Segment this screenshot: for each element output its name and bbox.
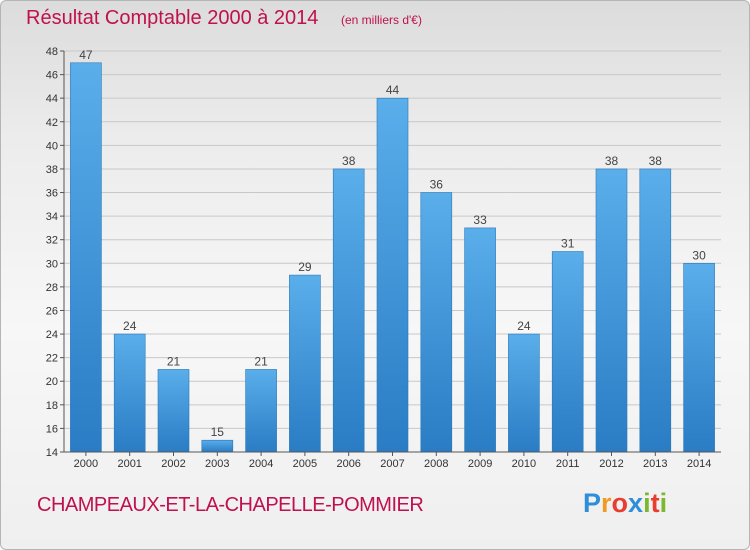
y-tick-label: 46 xyxy=(46,70,58,82)
y-tick-label: 26 xyxy=(46,305,58,317)
y-tick-label: 34 xyxy=(46,211,58,223)
x-tick-label: 2006 xyxy=(336,458,360,470)
logo-letter: i xyxy=(643,488,651,518)
bar-value-label: 36 xyxy=(430,178,444,192)
x-tick-label: 2001 xyxy=(117,458,141,470)
bar xyxy=(683,262,715,453)
logo-letter: i xyxy=(659,488,668,518)
bar-value-label: 31 xyxy=(561,237,575,251)
bar xyxy=(464,227,496,453)
y-tick-label: 16 xyxy=(46,423,58,435)
x-tick-label: 2010 xyxy=(512,458,536,470)
x-tick-label: 2014 xyxy=(687,458,711,470)
x-tick-label: 2004 xyxy=(249,458,273,470)
x-tick-label: 2012 xyxy=(599,458,623,470)
y-tick-label: 48 xyxy=(46,46,58,58)
bars: 47 24 21 15 21 29 38 44 36 33 24 31 38 38 30 xyxy=(70,48,715,453)
x-tick-label: 2009 xyxy=(468,458,492,470)
x-tick-label: 2000 xyxy=(74,458,98,470)
bar-value-label: 47 xyxy=(79,48,93,62)
y-tick-label: 40 xyxy=(46,140,58,152)
y-tick-label: 18 xyxy=(46,400,58,412)
bar-value-label: 21 xyxy=(254,354,268,368)
x-tick-label: 2011 xyxy=(556,458,580,470)
y-tick-label: 24 xyxy=(46,329,58,341)
axes: 14 16 18 20 22 24 26 28 30 32 34 36 38 40 42 44 46 48 2000… xyxy=(46,46,721,470)
bar-value-label: 44 xyxy=(386,83,400,97)
bar-value-label: 33 xyxy=(473,213,487,227)
bar-value-label: 15 xyxy=(211,425,225,439)
logo-letter: x xyxy=(628,488,644,518)
bar-value-label: 38 xyxy=(649,154,663,168)
bar xyxy=(332,168,365,453)
bar xyxy=(376,97,409,453)
y-tick-label: 20 xyxy=(46,376,58,388)
x-tick-label: 2013 xyxy=(643,458,667,470)
bar xyxy=(113,333,146,453)
bar-value-label: 30 xyxy=(692,248,706,262)
bar xyxy=(289,274,321,453)
bar xyxy=(639,168,672,453)
chart-title: Résultat Comptable 2000 à 2014 xyxy=(26,7,319,29)
logo-letter: P xyxy=(583,488,602,518)
y-tick-label: 28 xyxy=(46,282,58,294)
y-tick-label: 22 xyxy=(46,353,58,365)
x-tick-label: 2005 xyxy=(293,458,317,470)
bar xyxy=(157,369,190,453)
y-tick-label: 36 xyxy=(46,188,58,200)
logo-letter: r xyxy=(601,488,612,518)
y-tick-label: 44 xyxy=(46,93,58,105)
bar-value-label: 24 xyxy=(123,319,137,333)
bar xyxy=(508,333,540,453)
bar xyxy=(201,439,234,453)
commune-name: CHAMPEAUX-ET-LA-CHAPELLE-POMMIER xyxy=(37,494,424,516)
bar-value-label: 38 xyxy=(605,154,619,168)
y-tick-label: 14 xyxy=(46,447,58,459)
x-tick-label: 2008 xyxy=(424,458,448,470)
bar-value-label: 21 xyxy=(167,354,181,368)
y-tick-label: 38 xyxy=(46,164,58,176)
bar-value-label: 29 xyxy=(298,260,312,274)
x-tick-label: 2002 xyxy=(161,458,185,470)
chart-subtitle: (en milliers d'€) xyxy=(341,13,422,27)
y-tick-label: 42 xyxy=(46,117,58,129)
bar xyxy=(595,168,628,453)
proxiti-logo: Proxiti xyxy=(583,488,667,519)
bar xyxy=(70,62,102,453)
y-tick-label: 32 xyxy=(46,235,58,247)
bar-value-label: 38 xyxy=(342,154,356,168)
logo-letter: t xyxy=(650,488,660,518)
bar-value-label: 24 xyxy=(517,319,531,333)
bar xyxy=(245,369,277,453)
x-tick-label: 2007 xyxy=(380,458,404,470)
bar xyxy=(420,192,453,453)
y-tick-label: 30 xyxy=(46,258,58,270)
logo-letter: o xyxy=(611,488,629,518)
x-tick-label: 2003 xyxy=(205,458,229,470)
bar xyxy=(551,251,584,453)
